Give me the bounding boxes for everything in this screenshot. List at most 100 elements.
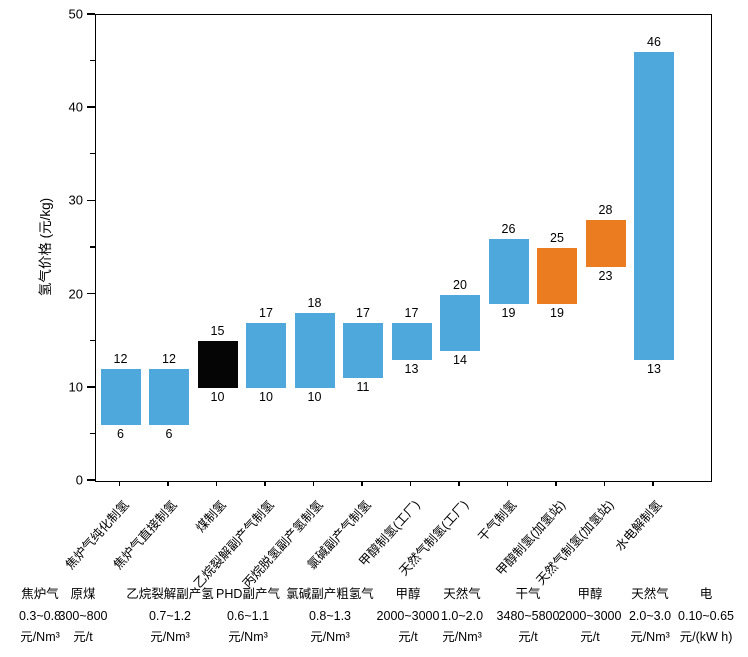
category-label: 煤制氢 bbox=[193, 497, 229, 536]
footnote-column: 氯碱副产粗氢气 0.8~1.3 元/Nm³ bbox=[286, 584, 374, 649]
footnote-price-range: 2000~3000 bbox=[376, 608, 440, 623]
bar-min-label: 13 bbox=[647, 361, 661, 376]
x-tick-mark bbox=[603, 481, 606, 486]
bar-min-label: 19 bbox=[501, 305, 516, 320]
footnote-feedstock-name: 原煤 bbox=[70, 587, 96, 601]
x-tick-mark bbox=[652, 481, 654, 486]
bar-min-label: 10 bbox=[307, 389, 322, 404]
x-tick-mark bbox=[409, 481, 412, 486]
footnote-column: 天然气 2.0~3.0 元/Nm³ bbox=[629, 584, 671, 649]
y-tick-mark bbox=[87, 386, 95, 388]
footnote-column: 焦炉气 0.3~0.8 元/Nm³ bbox=[19, 584, 61, 649]
footnote-price-unit: 元/Nm³ bbox=[150, 630, 190, 644]
y-tick-mark bbox=[87, 199, 95, 202]
bar-max-label: 15 bbox=[210, 324, 225, 339]
x-tick-mark bbox=[555, 481, 557, 486]
bar-max-label: 25 bbox=[550, 231, 564, 245]
x-tick-mark bbox=[167, 481, 169, 486]
x-tick-mark bbox=[312, 481, 315, 486]
bar-max-label: 20 bbox=[453, 277, 467, 292]
footnote-price-range: 0.6~1.1 bbox=[226, 608, 270, 623]
footnote-feedstock-name: 电 bbox=[699, 587, 713, 601]
footnote-column: PHD副产气 0.6~1.1 元/Nm³ bbox=[216, 584, 280, 649]
footnote-column: 干气 3480~5800 元/t bbox=[497, 584, 560, 649]
bar-min-label: 11 bbox=[356, 380, 370, 395]
bar-min-label: 6 bbox=[165, 427, 173, 442]
footnote-price-unit: 元/t bbox=[398, 630, 418, 644]
footnote-feedstock-name: 天然气 bbox=[443, 587, 481, 601]
range-bar bbox=[149, 369, 189, 426]
x-tick-mark bbox=[458, 481, 460, 486]
bar-max-label: 28 bbox=[598, 203, 613, 218]
plot-area: 12 6 12 6 15 10 17 10 18 10 17 11 17 13 20 14 26 19 25 19 28… bbox=[95, 14, 712, 482]
y-minor-tick-mark bbox=[90, 246, 95, 248]
range-bar bbox=[440, 294, 480, 351]
y-minor-tick-mark bbox=[90, 432, 95, 434]
footnote-feedstock-name: 干气 bbox=[515, 587, 541, 601]
bar-max-label: 17 bbox=[259, 305, 273, 320]
y-tick-label: 0 bbox=[75, 472, 83, 488]
y-tick-mark bbox=[87, 292, 95, 295]
footnote-price-unit: 元/Nm³ bbox=[310, 630, 350, 644]
bar-min-label: 10 bbox=[259, 389, 273, 404]
range-bar bbox=[634, 52, 674, 360]
footnote-price-range: 0.10~0.65 bbox=[678, 608, 734, 623]
bar-max-label: 46 bbox=[647, 35, 661, 50]
footnote-price-range: 2.0~3.0 bbox=[628, 608, 672, 623]
footnote-feedstock-name: 焦炉气 bbox=[21, 587, 59, 601]
y-tick-mark bbox=[87, 479, 95, 481]
footnote-column: 甲醇 2000~3000 元/t bbox=[559, 584, 622, 649]
footnote-price-range: 0.3~0.8 bbox=[18, 608, 62, 623]
range-bar bbox=[197, 341, 238, 388]
footnote-price-unit: 元/t bbox=[73, 630, 93, 644]
footnote-column: 天然气 1.0~2.0 元/Nm³ bbox=[441, 584, 483, 649]
footnote-price-range: 300~800 bbox=[58, 608, 108, 623]
footnote-column: 电 0.10~0.65 元/(kW h) bbox=[678, 584, 734, 649]
x-tick-mark bbox=[215, 481, 218, 486]
bar-min-label: 10 bbox=[210, 389, 225, 404]
range-bar bbox=[537, 248, 577, 304]
footnote-column: 乙烷裂解副产氢 0.7~1.2 元/Nm³ bbox=[126, 584, 214, 649]
bar-min-label: 14 bbox=[453, 352, 467, 367]
footnote-feedstock-name: 甲醇 bbox=[577, 587, 603, 601]
x-tick-mark bbox=[264, 481, 266, 486]
footnote-price-range: 2000~3000 bbox=[558, 608, 622, 623]
range-bar bbox=[391, 322, 432, 360]
footnote-column: 甲醇 2000~3000 元/t bbox=[377, 584, 440, 649]
footnote-price-unit: 元/t bbox=[580, 630, 600, 644]
footnote-feedstock-name: 乙烷裂解副产氢 bbox=[126, 587, 214, 601]
bar-min-label: 23 bbox=[598, 268, 613, 283]
range-bar bbox=[585, 220, 626, 267]
footnote-price-range: 3480~5800 bbox=[496, 608, 560, 623]
footnote-feedstock-name: PHD副产气 bbox=[216, 587, 280, 601]
footnote-price-unit: 元/Nm³ bbox=[20, 630, 60, 644]
bar-min-label: 6 bbox=[117, 427, 124, 442]
y-tick-label: 50 bbox=[68, 6, 83, 22]
footnote-column: 原煤 300~800 元/t bbox=[58, 584, 107, 649]
range-bar bbox=[488, 238, 529, 304]
bar-max-label: 17 bbox=[404, 305, 419, 320]
y-minor-tick-mark bbox=[90, 339, 95, 341]
footnote-feedstock-name: 天然气 bbox=[631, 587, 669, 601]
y-minor-tick-mark bbox=[90, 153, 95, 155]
y-tick-label: 10 bbox=[68, 379, 83, 395]
footnote-price-unit: 元/Nm³ bbox=[630, 630, 670, 644]
y-tick-label: 20 bbox=[68, 286, 83, 302]
y-tick-label: 30 bbox=[68, 192, 83, 208]
bar-max-label: 26 bbox=[501, 221, 516, 236]
y-tick-label: 40 bbox=[68, 99, 83, 115]
footnote-price-unit: 元/(kW h) bbox=[679, 630, 733, 644]
footnote-price-range: 0.7~1.2 bbox=[148, 608, 192, 623]
bar-max-label: 18 bbox=[307, 296, 322, 311]
range-bar bbox=[343, 322, 383, 379]
x-tick-mark bbox=[506, 481, 509, 486]
y-axis-label: 氢气价格 (元/kg) bbox=[38, 197, 53, 297]
category-label: 干气制氢 bbox=[475, 497, 520, 545]
bar-max-label: 12 bbox=[113, 352, 128, 367]
footnote-feedstock-name: 甲醇 bbox=[395, 587, 421, 601]
y-tick-mark bbox=[87, 13, 95, 15]
x-tick-mark bbox=[361, 481, 363, 486]
y-minor-tick-mark bbox=[90, 60, 95, 62]
x-tick-mark bbox=[118, 481, 121, 486]
